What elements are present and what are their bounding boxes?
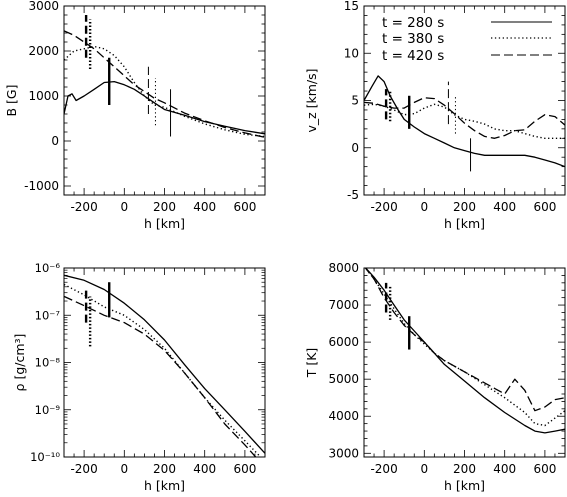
y-tick-label: -5	[347, 188, 359, 202]
y-tick-label: 0	[51, 134, 59, 148]
y-tick-label: 10⁻⁹	[35, 403, 61, 417]
y-axis-label: T [K]	[304, 348, 319, 379]
y-tick-label: 4000	[328, 409, 359, 423]
y-tick-label: 10⁻⁷	[35, 308, 61, 322]
x-tick-label: 200	[153, 200, 176, 214]
legend: t = 280 s t = 380 s t = 420 s	[382, 15, 552, 64]
x-tick-label: 600	[533, 200, 556, 214]
series-line-dotted	[364, 268, 565, 427]
legend-label-1: t = 280 s	[382, 15, 444, 31]
y-tick-label: 3000	[328, 446, 359, 460]
y-tick-label: 10	[344, 46, 359, 60]
x-axis-label: h [km]	[144, 216, 185, 231]
x-tick-label: 600	[233, 200, 256, 214]
y-tick-label: 8000	[328, 261, 359, 275]
x-axis-label: h [km]	[144, 478, 185, 493]
x-tick-label: -200	[70, 200, 97, 214]
y-tick-label: 6000	[328, 335, 359, 349]
series-line-dotted	[364, 103, 565, 140]
x-axis-label: h [km]	[444, 216, 485, 231]
y-axis-label: ρ [g/cm³]	[12, 334, 27, 392]
y-tick-label: 10⁻¹⁰	[30, 450, 60, 464]
series-line-dashed	[364, 268, 565, 412]
x-tick-label: -200	[70, 462, 97, 476]
y-tick-label: 10⁻⁸	[35, 356, 61, 370]
y-axis-label: B [G]	[4, 85, 19, 117]
plot-frame	[363, 267, 566, 458]
x-axis-label: h [km]	[444, 478, 485, 493]
y-tick-label: 0	[351, 141, 359, 155]
x-tick-label: 400	[493, 462, 516, 476]
x-tick-label: -200	[370, 462, 397, 476]
x-tick-label: 200	[453, 200, 476, 214]
x-tick-label: 0	[420, 462, 428, 476]
series-line-dashed	[364, 97, 565, 139]
panel-magnetic-field: -200 0 200 400 600 -1000 0 1000 2000 3000 h [km] B …	[4, 0, 266, 231]
y-tick-label: 7000	[328, 298, 359, 312]
x-tick-label: 200	[153, 462, 176, 476]
x-tick-label: 600	[233, 462, 256, 476]
y-tick-label: 10⁻⁶	[35, 261, 61, 275]
panel-temperature: -200 0 200 400 600 3000 4000 5000 6000 7000 8000 h …	[304, 261, 566, 493]
y-tick-label: 2000	[28, 44, 59, 58]
panel-vertical-velocity: -200 0 200 400 600 -5 0 5 10 15 h [km] v_z [km/s]	[304, 0, 566, 231]
x-tick-label: 400	[493, 200, 516, 214]
x-tick-label: 400	[193, 200, 216, 214]
x-tick-label: 600	[533, 462, 556, 476]
x-tick-label: 200	[453, 462, 476, 476]
series-line-dotted	[64, 283, 262, 457]
y-tick-label: 1000	[28, 89, 59, 103]
x-tick-label: -200	[370, 200, 397, 214]
y-axis-label: v_z [km/s]	[304, 68, 319, 132]
y-tick-label: 3000	[28, 0, 59, 13]
series-line-solid	[364, 75, 565, 168]
x-tick-label: 400	[193, 462, 216, 476]
x-tick-label: 0	[120, 462, 128, 476]
y-tick-label: -1000	[24, 179, 59, 193]
plot-frame	[63, 267, 266, 458]
series-line-dotted	[64, 45, 265, 138]
x-tick-label: 0	[420, 200, 428, 214]
plot-frame	[63, 5, 266, 196]
legend-label-3: t = 420 s	[382, 48, 444, 64]
series-line-solid	[64, 80, 265, 135]
panel-density: -200 0 200 400 600 10⁻¹⁰ 10⁻⁹ 10⁻⁸ 10⁻⁷ 10⁻⁶ h [km…	[12, 261, 266, 493]
x-tick-label: 0	[120, 200, 128, 214]
y-tick-label: 15	[344, 0, 359, 13]
legend-label-2: t = 380 s	[382, 31, 444, 47]
series-line-solid	[64, 274, 265, 454]
y-tick-label: 5	[351, 94, 359, 108]
series-line-dashed	[64, 30, 265, 139]
y-tick-label: 5000	[328, 372, 359, 386]
series-line-dashed	[64, 295, 257, 457]
series-line-solid	[364, 268, 565, 434]
